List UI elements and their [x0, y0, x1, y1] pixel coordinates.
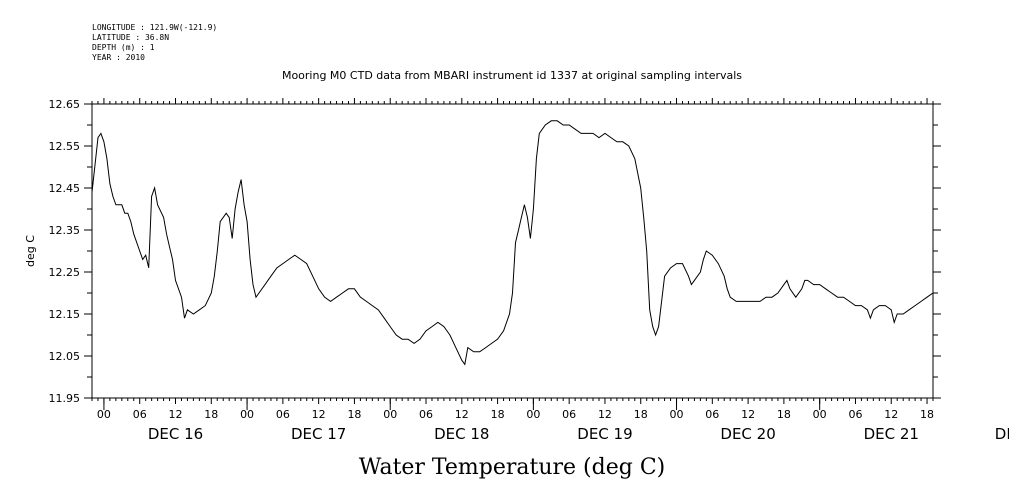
y-axis-label: deg C [24, 235, 37, 267]
plot-frame [91, 103, 934, 399]
day-label: DEC 21 [864, 425, 919, 443]
x-tick-label: 18 [347, 408, 361, 421]
day-label: DEC 20 [720, 425, 775, 443]
y-tick-label: 12.15 [49, 308, 81, 321]
x-tick-label: 06 [419, 408, 433, 421]
x-tick-label: 06 [133, 408, 147, 421]
axis-ticks [84, 98, 941, 410]
x-tick-label: 12 [741, 408, 755, 421]
y-tick-label: 12.35 [49, 224, 81, 237]
day-label: DEC 17 [291, 425, 346, 443]
x-tick-label: 00 [97, 408, 111, 421]
temperature-series-line [91, 120, 934, 382]
day-label: DEC 18 [434, 425, 489, 443]
y-tick-label: 12.55 [49, 140, 81, 153]
x-tick-label: 18 [634, 408, 648, 421]
x-tick-label: 12 [598, 408, 612, 421]
x-tick-label: 00 [526, 408, 540, 421]
metadata-block: LONGITUDE : 121.9W(-121.9)LATITUDE : 36.… [92, 23, 217, 62]
metadata-line: YEAR : 2010 [92, 53, 145, 62]
x-tick-label: 00 [670, 408, 684, 421]
y-tick-labels: 12.65 12.55 12.45 12.35 12.25 12.15 12.05 11.95 [49, 98, 81, 405]
x-tick-label: 18 [777, 408, 791, 421]
x-tick-label: 00 [240, 408, 254, 421]
x-tick-label: 06 [848, 408, 862, 421]
day-label: DEC 22 [995, 425, 1009, 443]
x-tick-label: 06 [276, 408, 290, 421]
day-label: DEC 19 [577, 425, 632, 443]
y-tick-label: 12.45 [49, 182, 81, 195]
x-tick-label: 00 [383, 408, 397, 421]
x-tick-label: 18 [204, 408, 218, 421]
metadata-line: LATITUDE : 36.8N [92, 33, 169, 42]
x-tick-label: 18 [920, 408, 934, 421]
x-tick-label: 12 [884, 408, 898, 421]
x-axis-label: Water Temperature (deg C) [359, 455, 666, 480]
metadata-line: DEPTH (m) : 1 [92, 43, 155, 52]
chart-title: Mooring M0 CTD data from MBARI instrumen… [282, 69, 742, 82]
y-tick-label: 11.95 [49, 392, 81, 405]
day-labels: DEC 16 DEC 17 DEC 18 DEC 19 DEC 20 DEC 21 DEC … [148, 425, 1009, 443]
y-tick-label: 12.25 [49, 266, 81, 279]
y-tick-label: 12.05 [49, 350, 81, 363]
x-tick-label: 00 [813, 408, 827, 421]
y-tick-label: 12.65 [49, 98, 81, 111]
metadata-line: LONGITUDE : 121.9W(-121.9) [92, 23, 217, 32]
x-tick-label: 12 [455, 408, 469, 421]
x-tick-label: 06 [562, 408, 576, 421]
x-tick-label: 12 [169, 408, 183, 421]
x-tick-label: 12 [312, 408, 326, 421]
day-label: DEC 16 [148, 425, 203, 443]
x-tick-label: 18 [491, 408, 505, 421]
x-tick-label: 06 [705, 408, 719, 421]
x-tick-labels: 00 06 12 18 00 06 12 18 00 06 12 18 00 06 12 18 00 06 12 18… [97, 408, 934, 421]
